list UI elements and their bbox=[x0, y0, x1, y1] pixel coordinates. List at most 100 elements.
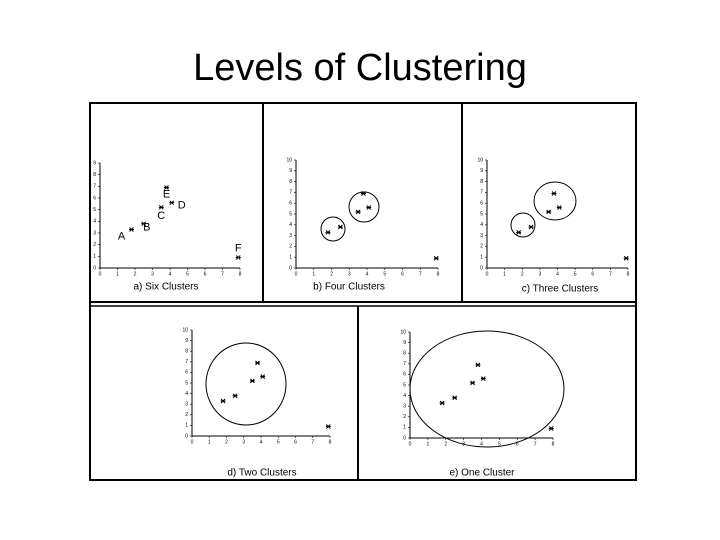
x-tick-label: 3 bbox=[348, 271, 351, 277]
x-tick-label: 6 bbox=[294, 439, 297, 445]
slide-title: Levels of Clustering bbox=[193, 47, 527, 89]
y-tick-label: 4 bbox=[289, 222, 292, 228]
scatter-point bbox=[220, 398, 226, 404]
y-tick-label: 3 bbox=[480, 233, 483, 239]
x-tick-label: 1 bbox=[312, 271, 315, 277]
outer-frame bbox=[89, 102, 637, 481]
scatter-point bbox=[366, 205, 372, 210]
x-tick-label: 8 bbox=[437, 271, 440, 277]
chart-caption: d) Two Clusters bbox=[227, 468, 296, 479]
y-tick-label: 5 bbox=[93, 207, 96, 213]
x-tick-label: 1 bbox=[208, 439, 211, 445]
x-tick-label: 4 bbox=[366, 271, 369, 277]
scatter-point bbox=[439, 400, 445, 406]
scatter-point bbox=[158, 204, 164, 210]
y-tick-label: 6 bbox=[93, 195, 96, 201]
point-label: D bbox=[178, 200, 186, 212]
x-tick-label: 2 bbox=[521, 271, 524, 277]
cluster-outline bbox=[409, 330, 565, 448]
x-tick-label: 8 bbox=[329, 439, 332, 445]
scatter-point bbox=[249, 378, 255, 384]
x-tick-label: 5 bbox=[383, 271, 386, 277]
x-tick-label: 4 bbox=[556, 271, 559, 277]
x-tick-label: 2 bbox=[134, 271, 137, 277]
x-tick-label: 3 bbox=[538, 271, 541, 277]
y-tick-label: 5 bbox=[480, 211, 483, 217]
y-tick-label: 1 bbox=[93, 254, 96, 260]
y-tick-label: 5 bbox=[403, 382, 406, 388]
y-tick-label: 2 bbox=[403, 414, 406, 420]
x-tick-label: 4 bbox=[480, 441, 483, 447]
y-tick-label: 9 bbox=[93, 160, 96, 166]
y-tick-label: 7 bbox=[289, 190, 292, 196]
x-tick-label: 7 bbox=[221, 271, 224, 277]
scatter-point bbox=[516, 230, 522, 235]
x-tick-label: 3 bbox=[151, 271, 154, 277]
y-tick-label: 8 bbox=[480, 179, 483, 185]
scatter-point bbox=[355, 209, 361, 215]
scatter-point bbox=[452, 395, 458, 401]
y-tick-label: 1 bbox=[185, 423, 188, 429]
x-tick-label: 7 bbox=[534, 441, 537, 447]
scatter-point bbox=[325, 230, 331, 235]
chart-caption: a) Six Clusters bbox=[133, 282, 198, 293]
scatter-point bbox=[623, 255, 629, 261]
x-tick-label: 0 bbox=[295, 271, 298, 277]
y-tick-label: 6 bbox=[185, 370, 188, 376]
point-label: C bbox=[157, 210, 165, 222]
scatter-point bbox=[360, 191, 366, 196]
scatter-point bbox=[475, 362, 481, 368]
y-tick-label: 9 bbox=[289, 168, 292, 174]
y-tick-label: 8 bbox=[93, 172, 96, 178]
y-tick-label: 2 bbox=[480, 244, 483, 250]
y-tick-label: 8 bbox=[289, 179, 292, 185]
x-tick-label: 3 bbox=[242, 439, 245, 445]
panel-frames bbox=[89, 102, 637, 481]
y-tick-label: 6 bbox=[403, 372, 406, 378]
scatter-point bbox=[235, 255, 241, 260]
x-tick-label: 6 bbox=[204, 271, 207, 277]
y-tick-label: 8 bbox=[403, 351, 406, 357]
y-tick-label: 9 bbox=[185, 338, 188, 344]
x-tick-label: 1 bbox=[426, 441, 429, 447]
y-tick-label: 2 bbox=[185, 412, 188, 418]
y-tick-label: 1 bbox=[289, 255, 292, 261]
y-tick-label: 4 bbox=[185, 391, 188, 397]
x-tick-label: 1 bbox=[503, 271, 506, 277]
scatter-point bbox=[548, 426, 554, 431]
y-tick-label: 6 bbox=[480, 201, 483, 207]
y-tick-label: 3 bbox=[403, 404, 406, 410]
x-tick-label: 7 bbox=[609, 271, 612, 277]
y-tick-label: 10 bbox=[400, 329, 406, 335]
chart-caption: e) One Cluster bbox=[449, 468, 515, 479]
cluster-outline bbox=[320, 216, 346, 242]
y-tick-label: 2 bbox=[93, 242, 96, 248]
scatter-point bbox=[433, 255, 439, 261]
chart-caption: c) Three Clusters bbox=[522, 284, 599, 295]
scatter-point bbox=[470, 380, 476, 386]
y-tick-label: 1 bbox=[403, 425, 406, 431]
x-tick-label: 6 bbox=[516, 441, 519, 447]
y-tick-label: 10 bbox=[286, 157, 292, 163]
chart-caption: b) Four Clusters bbox=[313, 282, 385, 293]
y-tick-label: 0 bbox=[480, 265, 483, 271]
cluster-outline bbox=[348, 191, 380, 223]
y-tick-label: 0 bbox=[289, 265, 292, 271]
point-label: F bbox=[235, 242, 242, 254]
y-tick-label: 7 bbox=[403, 361, 406, 367]
x-tick-label: 0 bbox=[99, 271, 102, 277]
y-tick-label: 10 bbox=[477, 157, 483, 163]
point-label: E bbox=[163, 188, 170, 200]
y-tick-label: 8 bbox=[185, 349, 188, 355]
x-tick-label: 4 bbox=[260, 439, 263, 445]
y-tick-label: 3 bbox=[93, 230, 96, 236]
y-tick-label: 4 bbox=[480, 222, 483, 228]
scatter-point bbox=[480, 376, 486, 381]
x-tick-label: 6 bbox=[591, 271, 594, 277]
scatter-point bbox=[546, 209, 552, 215]
x-tick-label: 5 bbox=[574, 271, 577, 277]
scatter-point bbox=[528, 224, 534, 230]
cluster-outline bbox=[533, 181, 577, 221]
y-tick-label: 4 bbox=[403, 393, 406, 399]
